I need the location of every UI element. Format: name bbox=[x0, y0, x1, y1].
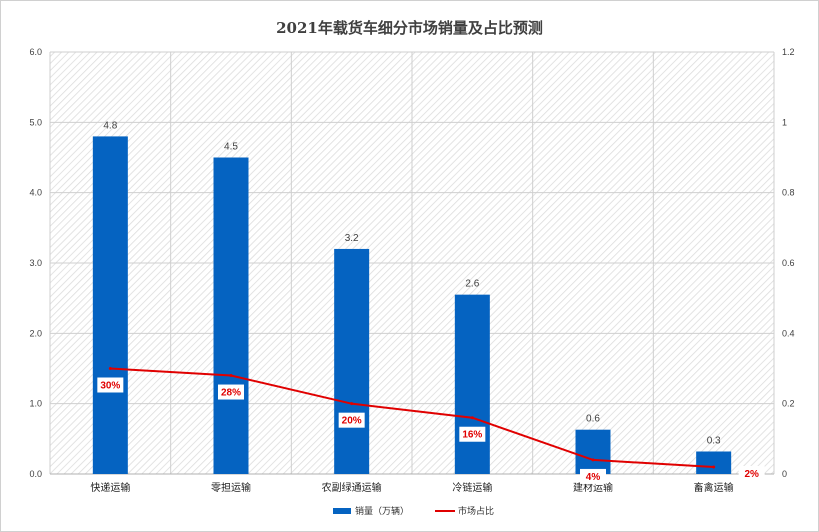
category-label: 农副绿通运输 bbox=[322, 481, 382, 494]
line-point bbox=[350, 402, 354, 406]
y2-tick-label: 0.2 bbox=[782, 399, 795, 409]
legend-bar-label: 销量（万辆） bbox=[355, 505, 409, 517]
legend-line-label: 市场占比 bbox=[458, 505, 494, 517]
category-label: 冷链运输 bbox=[452, 481, 492, 494]
bar bbox=[696, 451, 732, 474]
category-label: 快递运输 bbox=[90, 481, 130, 494]
line-data-label: 16% bbox=[462, 430, 482, 441]
line-point bbox=[470, 416, 474, 420]
legend-bar-swatch bbox=[333, 508, 351, 514]
line-data-label: 4% bbox=[586, 472, 601, 483]
share-line bbox=[110, 367, 714, 468]
bar-data-label: 0.3 bbox=[707, 435, 721, 446]
y-tick-label: 2.0 bbox=[29, 328, 42, 338]
y-tick-label: 1.0 bbox=[29, 399, 42, 409]
bar-data-label: 4.8 bbox=[103, 120, 117, 131]
bar bbox=[454, 294, 490, 474]
category-label: 零担运输 bbox=[211, 481, 251, 494]
bar-data-label: 2.6 bbox=[465, 279, 479, 290]
bar-data-label: 4.5 bbox=[224, 142, 238, 153]
y-tick-label: 4.0 bbox=[29, 188, 42, 198]
y2-tick-label: 0.6 bbox=[782, 258, 795, 268]
line-point bbox=[229, 374, 233, 378]
chart-title: 2021年载货车细分市场销量及占比预测 bbox=[276, 19, 543, 37]
y2-tick-label: 1.2 bbox=[782, 47, 795, 57]
line-label-box bbox=[97, 377, 124, 393]
bar bbox=[334, 248, 370, 474]
line-data-label: 28% bbox=[221, 388, 241, 399]
y2-tick-label: 1 bbox=[782, 117, 787, 127]
y-tick-label: 5.0 bbox=[29, 117, 42, 127]
line-label-box bbox=[580, 468, 606, 484]
y-tick-label: 0.0 bbox=[29, 469, 42, 479]
line-data-label: 30% bbox=[100, 381, 120, 392]
bar-data-label: 3.2 bbox=[345, 233, 359, 244]
line-point bbox=[712, 465, 716, 469]
y2-tick-label: 0.8 bbox=[782, 188, 795, 198]
line-data-label: 2% bbox=[744, 469, 759, 480]
category-label: 畜禽运输 bbox=[694, 481, 734, 494]
y2-tick-label: 0 bbox=[782, 469, 787, 479]
bar-data-label: 0.6 bbox=[586, 414, 600, 425]
y2-tick-label: 0.4 bbox=[782, 328, 795, 338]
line-label-box bbox=[218, 384, 244, 400]
line-data-label: 20% bbox=[342, 416, 362, 427]
bar bbox=[213, 157, 249, 474]
line-point bbox=[108, 367, 112, 370]
bar bbox=[92, 136, 128, 474]
category-label: 建材运输 bbox=[573, 481, 613, 494]
line-point bbox=[591, 458, 595, 462]
bar bbox=[575, 429, 611, 474]
y-tick-label: 3.0 bbox=[29, 258, 42, 268]
line-label-box bbox=[738, 465, 765, 481]
y-tick-label: 6.0 bbox=[29, 47, 42, 57]
line-label-box bbox=[338, 412, 365, 428]
line-label-box bbox=[459, 426, 486, 442]
